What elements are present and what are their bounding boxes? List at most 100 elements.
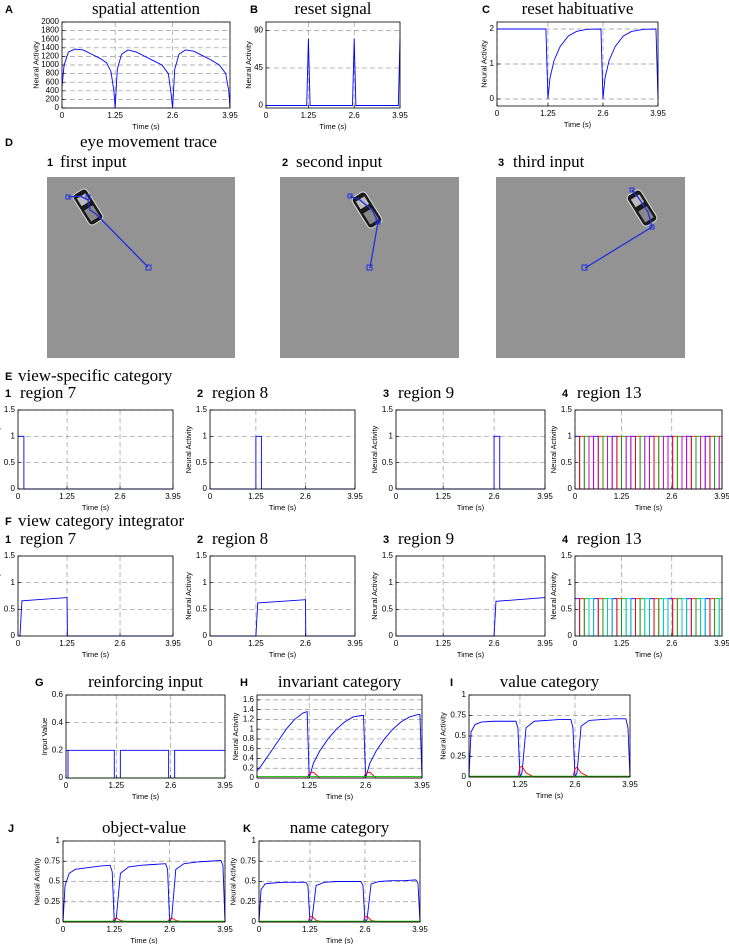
x-axis-label: Time (s) <box>635 650 663 659</box>
y-tick-label: 0 <box>203 631 208 640</box>
y-tick-label: 1 <box>568 578 573 587</box>
y-tick-label: 0.75 <box>240 856 256 865</box>
x-axis-label: Time (s) <box>82 650 110 659</box>
y-tick-label: 0 <box>490 94 495 103</box>
chart-title: region 8 <box>212 383 268 402</box>
y-axis-label: Neural Activity <box>231 712 240 760</box>
x-tick-label: 2.6 <box>349 111 361 120</box>
plot-frame <box>258 840 421 923</box>
x-tick-label: 0 <box>16 639 21 648</box>
y-tick-label: 1 <box>56 836 61 845</box>
chart-title: region 13 <box>577 529 642 548</box>
y-tick-label: 600 <box>46 77 60 86</box>
x-tick-label: 3.95 <box>537 492 553 501</box>
y-tick-label: 0.5 <box>382 458 394 467</box>
x-tick-label: 3.95 <box>222 111 238 120</box>
x-tick-label: 1.25 <box>107 111 123 120</box>
panel-label: H <box>240 677 248 689</box>
x-tick-label: 0 <box>60 111 65 120</box>
chart-title: spatial attention <box>92 0 201 18</box>
y-tick-label: 1 <box>389 431 394 440</box>
y-tick-label: 0 <box>252 917 257 926</box>
plot-frame <box>62 840 226 923</box>
chart-title: value category <box>500 672 600 691</box>
x-tick-label: 0 <box>573 639 578 648</box>
y-tick-label: 0.25 <box>240 897 256 906</box>
x-axis-label: Time (s) <box>457 503 485 512</box>
y-tick-label: 1 <box>203 431 208 440</box>
chart-title: region 9 <box>398 529 454 548</box>
x-tick-label: 2.6 <box>489 492 501 501</box>
panel-label: J <box>8 823 14 835</box>
y-tick-label: 400 <box>46 86 60 95</box>
y-axis-label: Neural Activity <box>370 572 379 620</box>
x-tick-label: 0 <box>467 780 472 789</box>
plot-frame <box>256 694 423 779</box>
scan-image <box>280 177 459 358</box>
input-number: 1 <box>47 157 53 169</box>
input-title: second input <box>296 152 383 171</box>
plot-frame <box>265 21 401 109</box>
x-tick-label: 3.95 <box>347 639 363 648</box>
x-tick-label: 2.6 <box>569 780 581 789</box>
y-tick-label: 0.5 <box>455 731 467 740</box>
panel-number: 1 <box>5 534 11 546</box>
x-tick-label: 1.25 <box>512 780 528 789</box>
x-tick-label: 2.6 <box>666 639 678 648</box>
input-title: first input <box>60 152 127 171</box>
x-tick-label: 3.95 <box>537 639 553 648</box>
x-tick-label: 3.95 <box>392 111 408 120</box>
input-title: third input <box>513 152 585 171</box>
x-tick-label: 3.95 <box>650 109 666 118</box>
y-tick-label: 200 <box>46 95 60 104</box>
y-tick-label: 0.5 <box>245 877 257 886</box>
y-tick-label: 0 <box>568 484 573 493</box>
y-tick-label: 1.5 <box>382 405 394 414</box>
x-tick-label: 1.25 <box>302 925 318 934</box>
y-tick-label: 1 <box>568 431 573 440</box>
y-tick-label: 0.6 <box>243 744 255 753</box>
x-axis-label: Time (s) <box>635 503 663 512</box>
x-tick-label: 3.95 <box>347 492 363 501</box>
y-tick-label: 1.5 <box>382 551 394 560</box>
y-tick-label: 1600 <box>41 34 59 43</box>
y-tick-label: 1 <box>11 578 16 587</box>
y-tick-label: 1 <box>252 836 257 845</box>
y-axis-label: Neural Activity <box>184 572 193 620</box>
plot-frame <box>496 21 659 107</box>
x-axis-label: Time (s) <box>457 650 485 659</box>
panel-label: B <box>250 4 258 16</box>
plot-area <box>266 22 400 108</box>
panel-number: 2 <box>197 388 203 400</box>
x-tick-label: 3.95 <box>217 925 233 934</box>
y-tick-label: 0.25 <box>450 752 466 761</box>
plot-area <box>257 695 422 778</box>
y-tick-label: 1.5 <box>4 405 16 414</box>
x-tick-label: 1.25 <box>614 639 630 648</box>
plot-frame <box>17 555 174 637</box>
series-line <box>62 859 226 924</box>
panel-number: 4 <box>562 388 569 400</box>
x-axis-label: Time (s) <box>326 936 354 944</box>
series-line <box>61 48 231 109</box>
y-tick-label: 0.5 <box>196 604 208 613</box>
x-tick-label: 0 <box>394 492 399 501</box>
plot-area <box>66 695 225 778</box>
y-tick-label: 0 <box>259 101 264 110</box>
y-tick-label: 800 <box>46 69 60 78</box>
x-tick-label: 1.25 <box>435 492 451 501</box>
y-tick-label: 45 <box>254 63 263 72</box>
x-tick-label: 1.25 <box>301 111 317 120</box>
y-tick-label: 0.4 <box>243 754 255 763</box>
x-axis-label: Time (s) <box>130 936 158 944</box>
plot-frame <box>574 409 723 490</box>
x-tick-label: 2.6 <box>489 639 501 648</box>
panel-number: 4 <box>562 534 569 546</box>
x-tick-label: 2.6 <box>360 781 372 790</box>
x-tick-label: 1.25 <box>59 639 75 648</box>
x-tick-label: 3.95 <box>165 492 181 501</box>
y-tick-label: 0 <box>56 917 61 926</box>
y-tick-label: 0 <box>389 631 394 640</box>
input-number: 2 <box>282 157 288 169</box>
